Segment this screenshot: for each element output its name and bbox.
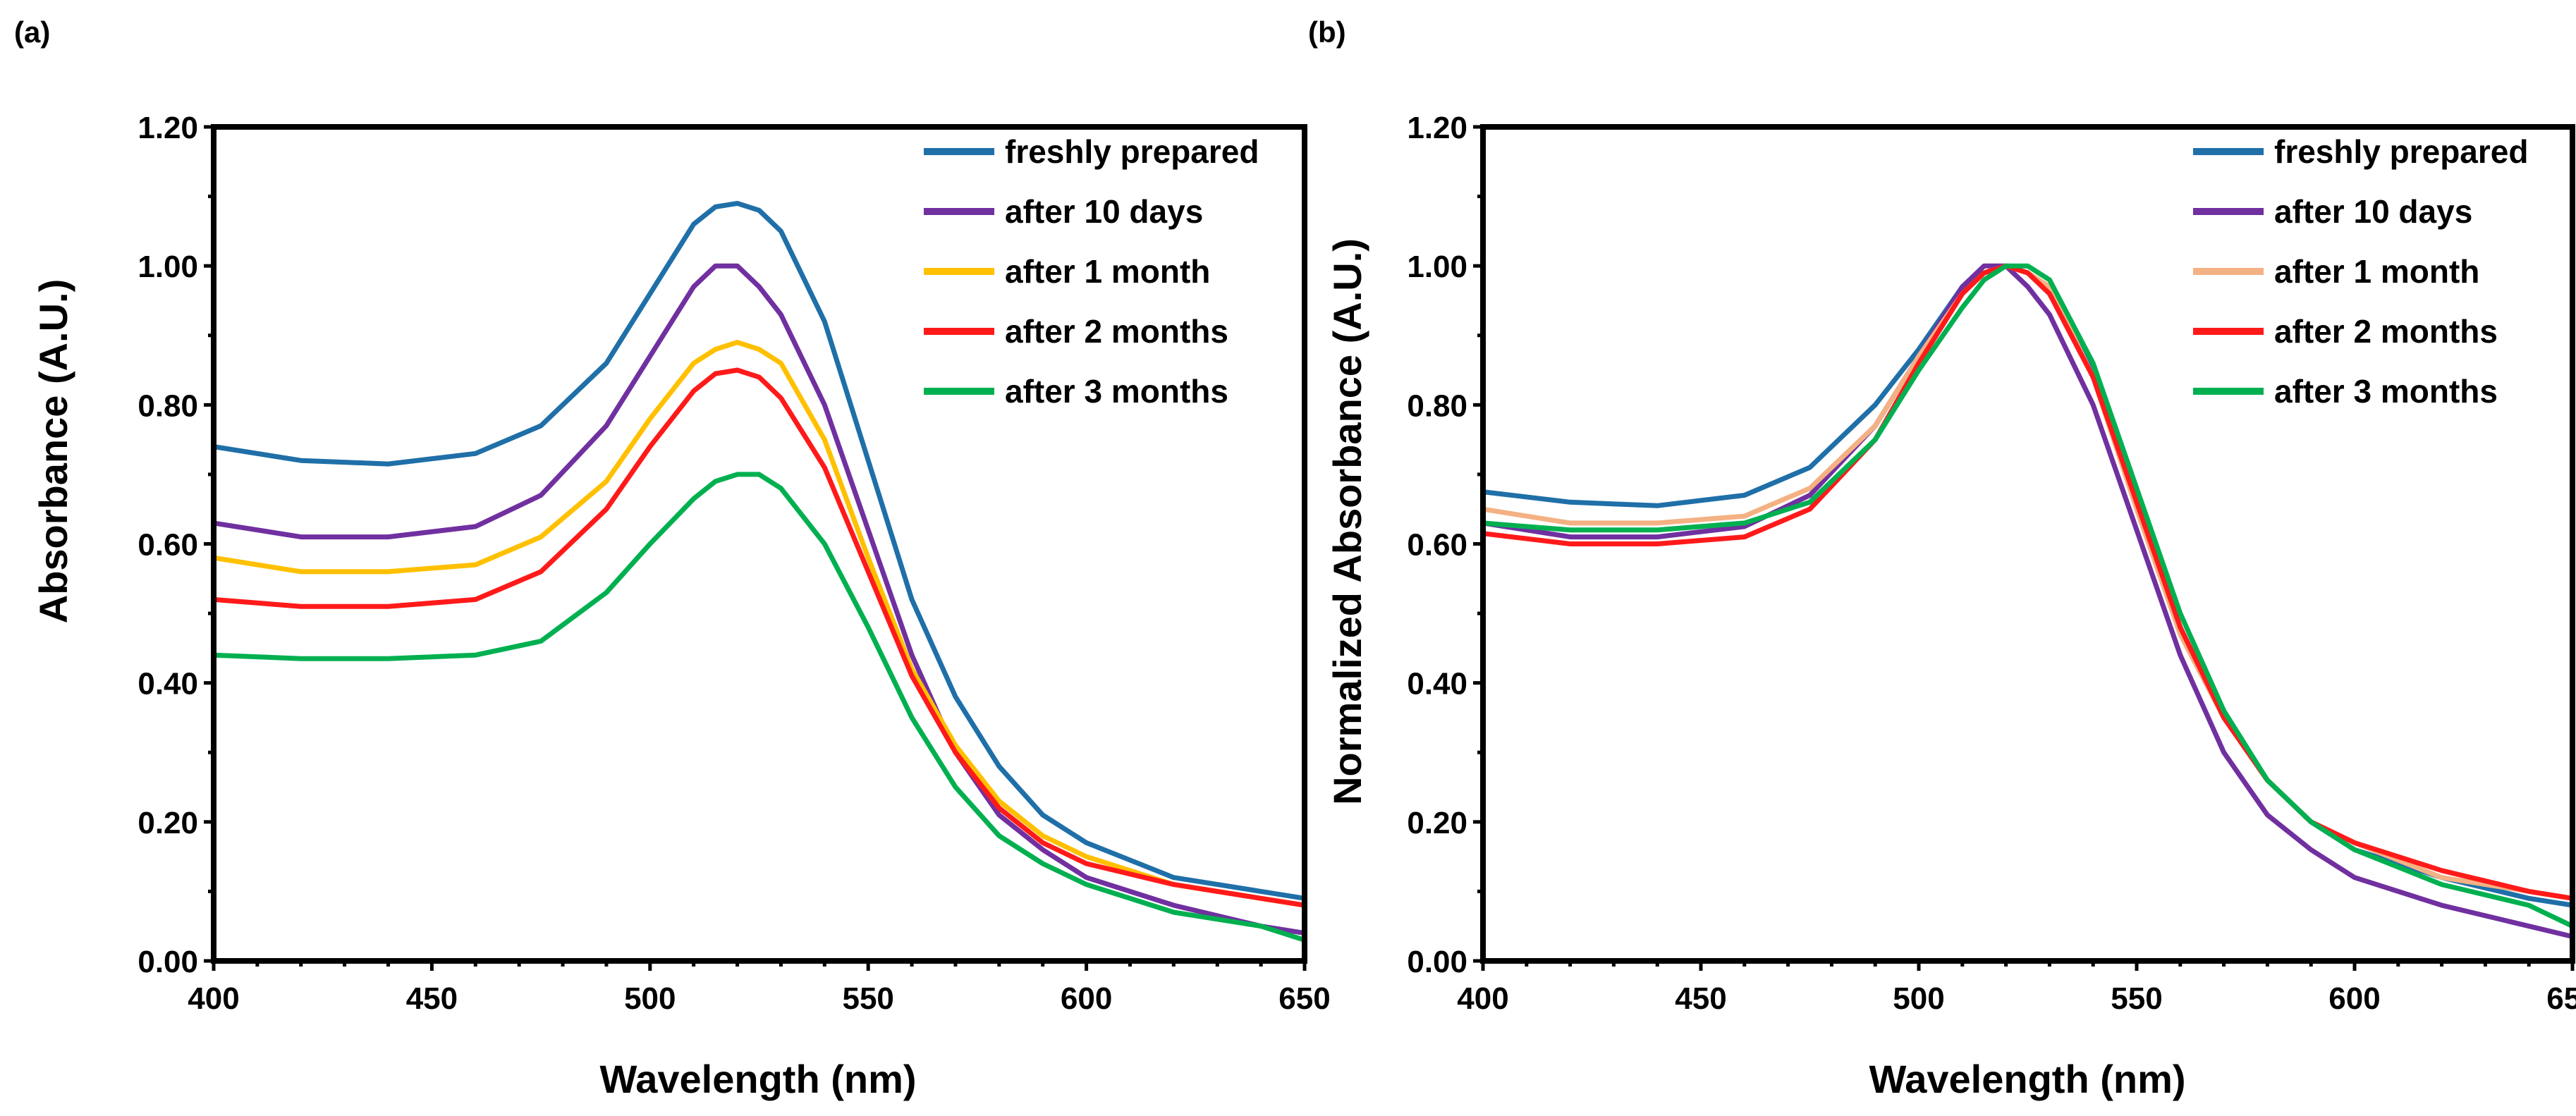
panel-a-x-axis-title: Wavelength (nm)	[599, 1057, 916, 1101]
panel-a-label: (a)	[14, 16, 50, 49]
panel-b-y-tick-label: 1.20	[1407, 111, 1467, 145]
panel-a-series-line-5	[211, 472, 1307, 943]
panel-a-y-tick-label: 0.20	[138, 806, 198, 840]
panel-b-legend-label: after 10 days	[2274, 193, 2472, 230]
panel-a-x-tick-label: 500	[624, 981, 676, 1016]
panel-a-x-tick-label: 650	[1278, 981, 1330, 1016]
panel-b-legend: freshly prepared after 10 days after 1 mon…	[2193, 133, 2528, 410]
panel-b-y-tick-label: 0.20	[1407, 806, 1467, 840]
panel-a-y-axis-title: Absorbance (A.U.)	[31, 279, 75, 624]
panel-b-plot-frame	[1480, 124, 2575, 964]
panel-b: (b) Normalized Absorbance (A.U.) Wavelen…	[1308, 16, 2576, 1101]
panel-b-series-line-1	[1480, 263, 2575, 908]
panel-b-legend-label: after 1 month	[2274, 253, 2479, 290]
panel-b-ticks: 0.00 0.20 0.40 0.60 0.80 1.00 1.20 400 450 500 550…	[1407, 111, 2576, 1016]
panel-b-x-tick-label: 550	[2111, 981, 2162, 1016]
panel-a-y-tick-label: 0.80	[138, 388, 198, 423]
panel-b-legend-label: after 3 months	[2274, 373, 2498, 410]
panel-b-x-tick-label: 500	[1893, 981, 1944, 1016]
panel-a-legend-label: after 1 month	[1005, 253, 1210, 290]
panel-a-series-line-4	[211, 367, 1307, 908]
panel-b-y-tick-label: 0.00	[1407, 945, 1467, 979]
panel-b-series	[1480, 263, 2575, 939]
panel-a-y-tick-label: 0.40	[138, 667, 198, 701]
panel-a-series	[211, 200, 1307, 943]
panel-b-series-line-3	[1480, 263, 2575, 901]
panel-b-series-line-4	[1480, 263, 2575, 901]
panel-b-x-tick-label: 600	[2328, 981, 2380, 1016]
panel-a-legend-label: after 2 months	[1005, 313, 1228, 350]
panel-a-x-tick-label: 550	[842, 981, 893, 1016]
panel-a-x-tick-label: 450	[406, 981, 458, 1016]
panel-a-y-tick-label: 0.00	[138, 945, 198, 979]
panel-b-label: (b)	[1308, 16, 1346, 49]
panel-a-legend-label: after 10 days	[1005, 193, 1203, 230]
panel-b-series-line-2	[1480, 263, 2575, 939]
panel-b-x-axis-title: Wavelength (nm)	[1869, 1057, 2185, 1101]
panel-a-x-tick-label: 400	[188, 981, 239, 1016]
panel-a-legend: freshly prepared after 10 days after 1 mon…	[924, 133, 1259, 410]
panel-a-plot-frame	[211, 124, 1307, 964]
panel-a-x-tick-label: 600	[1061, 981, 1112, 1016]
panel-a-y-tick-label: 0.60	[138, 528, 198, 563]
panel-a-series-line-2	[211, 263, 1307, 936]
panel-a-y-tick-label: 1.00	[138, 250, 198, 284]
panel-b-y-tick-label: 0.40	[1407, 667, 1467, 701]
panel-b-x-tick-label: 650	[2546, 981, 2576, 1016]
panel-a-ticks: 0.00 0.20 0.40 0.60 0.80 1.00 1.20 400 450 500 550…	[138, 111, 1330, 1016]
panel-b-y-tick-label: 1.00	[1407, 250, 1467, 284]
panel-a-legend-label: freshly prepared	[1005, 133, 1259, 170]
panel-b-x-tick-label: 450	[1675, 981, 1726, 1016]
panel-a: (a) Absorbance (A.U.) Wavelength (nm) 0.…	[14, 16, 1331, 1101]
panel-b-series-line-5	[1480, 263, 2575, 929]
panel-b-x-tick-label: 400	[1457, 981, 1508, 1016]
panel-a-y-tick-label: 1.20	[138, 111, 198, 145]
panel-a-legend-label: after 3 months	[1005, 373, 1228, 410]
panel-b-legend-label: after 2 months	[2274, 313, 2498, 350]
panel-a-series-line-3	[211, 340, 1307, 908]
panel-b-legend-label: freshly prepared	[2274, 133, 2528, 170]
panel-b-y-tick-label: 0.80	[1407, 388, 1467, 423]
panel-a-series-line-1	[211, 200, 1307, 901]
panel-b-y-tick-label: 0.60	[1407, 528, 1467, 563]
panel-b-y-axis-title: Normalized Absorbance (A.U.)	[1325, 238, 1369, 805]
